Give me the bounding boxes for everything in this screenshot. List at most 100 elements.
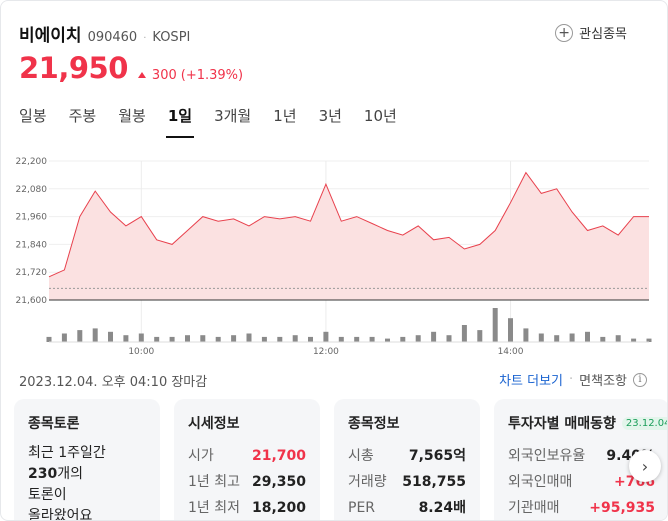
investor-title: 투자자별 매매동향 23.12.04 [508,413,667,433]
volume-bar [385,338,390,342]
stock-info-label: 거래량 [348,474,387,490]
tab-weekly[interactable]: 주봉 [68,107,97,125]
price-row: 21,950 300 (+1.39%) [19,51,243,85]
quote-row-52w-low: 1년 최저 18,200 [188,495,306,520]
volume-bar [554,335,560,342]
volume-bar [92,328,98,342]
quote-title: 시세정보 [188,416,240,432]
y-tick-label: 21,600 [16,296,48,306]
stock-info-card[interactable]: 종목정보 시총 7,565억 거래량 518,755 PER 8.24배 [334,399,480,520]
quote-value: 21,700 [251,448,306,464]
volume-bar [538,333,544,342]
tab-monthly[interactable]: 월봉 [118,107,146,125]
quote-label: 시가 [188,448,214,464]
tab-1year[interactable]: 1년 [273,107,297,125]
volume-bar [77,330,83,342]
volume-bar [246,333,252,342]
separator-dot: · [143,33,147,44]
stock-info-row-marketcap: 시총 7,565억 [348,443,466,469]
y-tick-label: 21,840 [16,240,48,250]
volume-bar [569,333,575,342]
volume-bar [477,330,483,342]
volume-bar [200,335,206,342]
stock-info-label: PER [348,500,376,516]
volume-bar [261,336,267,342]
info-cards: 종목토론 최근 1주일간 230개의 토론이 올라왔어요 시세정보 시가 21,7… [14,399,667,521]
volume-bar [600,336,606,342]
stock-header: 비에이치 090460 · KOSPI [19,21,190,46]
volume-bar [615,335,621,342]
stock-info-title: 종목정보 [348,416,400,432]
y-tick-label: 22,080 [16,185,48,195]
chart-more-link[interactable]: 차트 더보기 [499,374,564,389]
volume-bar [61,333,67,342]
volume-bar [215,336,221,342]
volume-bar [585,331,590,342]
watchlist-button[interactable]: + 관심종목 [555,23,627,42]
investor-row-institution-trade: 기관매매 +95,935 [508,495,655,520]
volume-bar [185,335,190,342]
volume-bar [169,336,175,342]
forum-count: 230 [28,466,58,482]
x-tick-label: 14:00 [498,347,524,357]
volume-bar [415,335,421,342]
x-tick-label: 12:00 [313,347,339,357]
x-tick-label: 10:00 [128,347,154,357]
stock-name[interactable]: 비에이치 [19,26,82,46]
quote-value: 29,350 [251,474,306,490]
quote-value: 18,200 [251,500,306,516]
forum-line3: 토론이 [28,487,67,503]
volume-bar [400,336,406,342]
change-amount: 300 [151,67,177,83]
up-triangle-icon [137,72,146,78]
separator-dot: · [569,372,574,387]
market-name: KOSPI [152,30,191,45]
market-datetime: 2023.12.04. 오후 04:10 장마감 [19,375,208,390]
chart-links: 차트 더보기 · 면책조항 i [499,370,647,389]
stock-info-label: 시총 [348,448,374,464]
tab-3months[interactable]: 3개월 [214,107,252,125]
volume-bar [277,336,283,342]
plus-icon: + [555,23,574,42]
tab-10years[interactable]: 10년 [363,107,397,125]
quote-label: 1년 최고 [188,474,240,490]
stock-info-row-per: PER 8.24배 [348,495,466,520]
forum-title: 종목토론 [28,416,80,432]
quote-card[interactable]: 시세정보 시가 21,700 1년 최고 29,350 1년 최저 18,200 [174,399,320,520]
date-badge: 23.12.04 [621,416,667,430]
tab-daily[interactable]: 일봉 [19,107,47,125]
info-icon[interactable]: i [633,372,647,387]
investor-value: +95,935 [589,500,655,516]
price-area [49,172,649,300]
volume-bar [492,308,498,342]
price-line [48,171,649,278]
change-percent: (+1.39%) [180,67,244,83]
volume-bar [508,318,513,342]
volume-bar [123,335,129,342]
volume-bar [231,335,237,342]
volume-bar [108,331,113,342]
tab-1day[interactable]: 1일 [165,105,195,138]
disclaimer-link[interactable]: 면책조항 [579,374,627,389]
intraday-chart[interactable]: 22,200 22,080 21,960 21,840 21,720 21,600 10:0… [1,151,668,361]
volume-bar [46,336,52,342]
chevron-right-icon: › [641,456,649,476]
forum-card[interactable]: 종목토론 최근 1주일간 230개의 토론이 올라왔어요 [14,399,160,521]
forum-line2: 230개의 [28,464,146,485]
quote-label: 1년 최저 [188,500,240,516]
investor-label: 외국인매매 [508,474,573,490]
volume-bar [369,336,375,342]
forum-line4: 올라왔어요 [28,508,93,521]
current-price: 21,950 [19,51,128,85]
volume-bar [646,338,652,342]
tab-3years[interactable]: 3년 [318,107,342,125]
y-tick-label: 21,720 [16,268,48,278]
price-change: 300 (+1.39%) [137,67,244,83]
next-arrow-button[interactable]: › [629,450,661,482]
quote-row-open: 시가 21,700 [188,443,306,469]
stock-code: 090460 [87,30,138,45]
volume-bar [154,336,160,342]
quote-row-52w-high: 1년 최고 29,350 [188,469,306,495]
volume-bar [631,338,637,342]
